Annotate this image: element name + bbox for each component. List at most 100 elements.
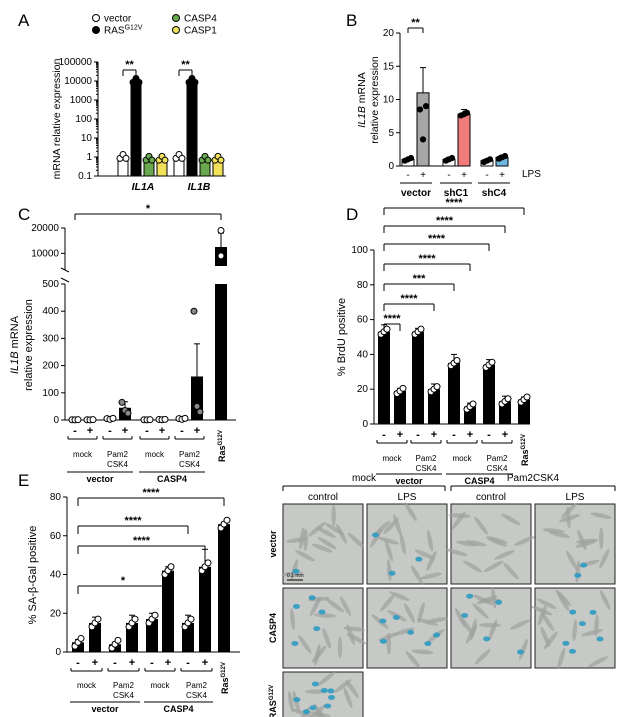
- significance-label: ****: [133, 535, 151, 547]
- data-point: [416, 106, 424, 113]
- y-axis-title-line2: relative expression: [369, 56, 381, 144]
- cell-shape: [531, 606, 553, 616]
- cell-shape: [414, 549, 435, 560]
- cell-shape: [483, 560, 504, 573]
- data-point: [223, 516, 231, 524]
- data-point: [191, 78, 199, 86]
- axis-break: [60, 277, 70, 283]
- y-tick-label: 40: [50, 570, 62, 581]
- cell-shape: [599, 548, 610, 569]
- cell-shape: [590, 512, 612, 519]
- cell-shape: [399, 532, 406, 555]
- cell-shape: [472, 603, 489, 619]
- stained-cell: [516, 649, 524, 655]
- condition-sign: +: [431, 429, 437, 441]
- cell-shape: [474, 648, 491, 665]
- cell-shape: [380, 594, 395, 612]
- data-point: [422, 103, 430, 110]
- column-label: control: [308, 492, 338, 503]
- cell-shape: [599, 590, 611, 610]
- y-tick-label: 0.1: [78, 171, 92, 182]
- condition-sign: -: [150, 657, 154, 669]
- data-point: [417, 325, 425, 333]
- cell-shape: [543, 631, 558, 650]
- cell-shape: [559, 514, 581, 523]
- condition-sign: -: [416, 429, 420, 441]
- data-point: [74, 416, 82, 424]
- cell-shape: [317, 537, 337, 550]
- cell-shape: [456, 540, 478, 547]
- ras-label: RasG12V: [217, 430, 227, 462]
- y-axis-title: IL1B mRNA: [9, 315, 21, 374]
- cell-shape: [345, 679, 359, 699]
- row-label: RASG12V: [268, 685, 278, 717]
- y-tick-label: 300: [42, 333, 59, 344]
- condition-sign: -: [452, 429, 456, 441]
- y-tick-label: 5: [388, 128, 394, 139]
- cell-shape: [411, 649, 434, 655]
- y-tick-label: 10: [383, 95, 395, 106]
- lps-label: LPS: [522, 169, 541, 180]
- subgroup-label: mock: [145, 450, 165, 459]
- cell-shape: [389, 591, 410, 601]
- stained-cell: [568, 648, 576, 654]
- lps-sign: -: [447, 170, 450, 181]
- y-tick-label: 100: [351, 245, 368, 256]
- stained-cell: [292, 603, 300, 609]
- data-point: [161, 415, 169, 423]
- bar: [483, 364, 495, 424]
- cell-shape: [486, 537, 508, 547]
- row-label-text: vector: [268, 530, 278, 558]
- stained-cell: [415, 556, 423, 562]
- cell-shape: [322, 627, 331, 649]
- panel-letter-c: C: [18, 205, 30, 224]
- y-tick-label: 400: [42, 306, 59, 317]
- condition-sign: -: [180, 425, 184, 437]
- significance-label: ***: [413, 273, 427, 285]
- y-tick-label: 200: [42, 361, 59, 372]
- condition-sign: -: [382, 429, 386, 441]
- stained-cell: [388, 570, 396, 576]
- significance-label: *: [121, 575, 126, 587]
- y-tick-label: 20: [50, 608, 62, 619]
- cell-shape: [309, 704, 327, 717]
- stained-cell: [371, 532, 379, 538]
- micrograph-image: [534, 502, 616, 585]
- cell-shape: [373, 520, 391, 536]
- data-point: [187, 615, 195, 623]
- condition-sign: +: [159, 425, 165, 437]
- data-point: [118, 398, 126, 406]
- cell-shape: [404, 603, 416, 623]
- bar: [215, 284, 227, 420]
- scale-bar-label: 0.1 mm: [287, 573, 304, 579]
- legend-text: RAS: [104, 26, 125, 37]
- data-point: [181, 414, 189, 422]
- stained-cell: [562, 640, 570, 646]
- cell-shape: [370, 528, 383, 548]
- data-point: [178, 154, 186, 162]
- subgroup-label: CSK4: [107, 460, 128, 469]
- data-point: [504, 395, 512, 403]
- chart-panel-c: 0 100 200 300 400 500 10000 20000 IL1B mRNA relat…: [9, 203, 236, 484]
- stained-cell: [379, 638, 387, 644]
- data-point: [167, 563, 175, 571]
- legend-text: CASP1: [184, 26, 217, 37]
- data-point: [217, 227, 225, 235]
- cell-shape: [474, 516, 488, 535]
- cell-shape: [494, 550, 515, 560]
- axis-break: [60, 267, 70, 273]
- micrograph-image: [366, 502, 448, 585]
- significance-label: **: [411, 17, 420, 29]
- legend-marker: [172, 26, 180, 34]
- cell-shape: [588, 656, 609, 668]
- significance-label: ****: [436, 215, 454, 227]
- cell-shape: [479, 622, 502, 628]
- stained-cell: [424, 641, 432, 647]
- y-tick-label: 20000: [31, 223, 59, 234]
- legend-label: CASP1: [184, 26, 217, 37]
- data-point: [122, 154, 130, 162]
- group-label: vector: [86, 474, 114, 484]
- y-axis-title: mRNA relative expression: [51, 58, 63, 179]
- bar: [218, 524, 230, 652]
- micrograph-image: [366, 587, 449, 669]
